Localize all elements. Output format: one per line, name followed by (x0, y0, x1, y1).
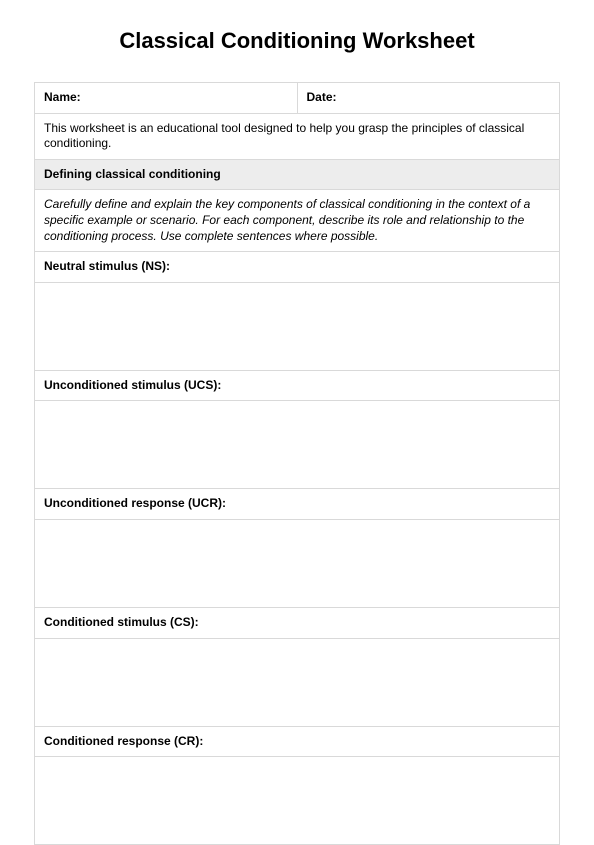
name-label[interactable]: Name: (35, 83, 298, 114)
cs-label: Conditioned stimulus (CS): (35, 607, 560, 638)
worksheet-page: Classical Conditioning Worksheet Name: D… (0, 0, 594, 845)
worksheet-table: Name: Date: This worksheet is an educati… (34, 82, 560, 845)
ns-label-row: Neutral stimulus (NS): (35, 252, 560, 283)
cr-label-row: Conditioned response (CR): (35, 726, 560, 757)
ns-input-area[interactable] (35, 282, 560, 370)
ucr-input-area[interactable] (35, 519, 560, 607)
cr-label: Conditioned response (CR): (35, 726, 560, 757)
cr-input-area[interactable] (35, 757, 560, 845)
instructions-text: Carefully define and explain the key com… (35, 190, 560, 252)
ucs-input-row (35, 401, 560, 489)
ucs-label-row: Unconditioned stimulus (UCS): (35, 370, 560, 401)
ucr-label-row: Unconditioned response (UCR): (35, 489, 560, 520)
page-title: Classical Conditioning Worksheet (34, 28, 560, 54)
ucr-label: Unconditioned response (UCR): (35, 489, 560, 520)
section-header-row: Defining classical conditioning (35, 159, 560, 190)
name-date-row: Name: Date: (35, 83, 560, 114)
ns-label: Neutral stimulus (NS): (35, 252, 560, 283)
cs-label-row: Conditioned stimulus (CS): (35, 607, 560, 638)
date-label[interactable]: Date: (297, 83, 560, 114)
section-heading: Defining classical conditioning (35, 159, 560, 190)
ucr-input-row (35, 519, 560, 607)
cs-input-area[interactable] (35, 638, 560, 726)
cr-input-row (35, 757, 560, 845)
ucs-input-area[interactable] (35, 401, 560, 489)
ucs-label: Unconditioned stimulus (UCS): (35, 370, 560, 401)
intro-row: This worksheet is an educational tool de… (35, 113, 560, 159)
instructions-row: Carefully define and explain the key com… (35, 190, 560, 252)
ns-input-row (35, 282, 560, 370)
intro-text: This worksheet is an educational tool de… (35, 113, 560, 159)
cs-input-row (35, 638, 560, 726)
